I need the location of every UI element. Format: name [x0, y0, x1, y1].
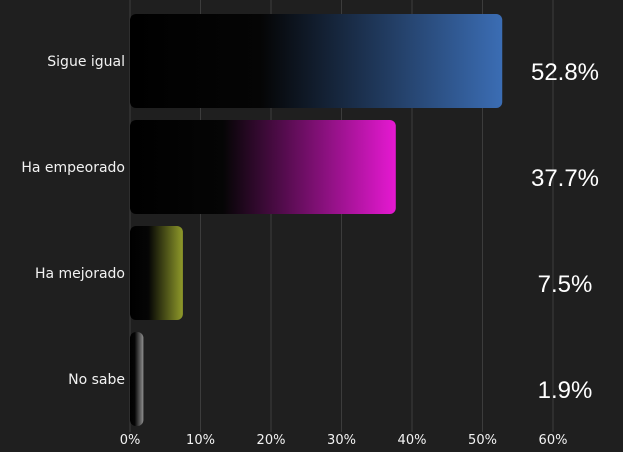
value-labels: 52.8% 37.7% 7.5% 1.9%	[531, 59, 599, 404]
x-tick-label: 40%	[398, 433, 427, 448]
category-labels: Sigue igual Ha empeorado Ha mejorado No sab…	[21, 54, 125, 388]
value-label: 52.8%	[531, 59, 599, 86]
value-label: 7.5%	[538, 271, 593, 298]
value-label: 1.9%	[538, 377, 593, 404]
bar-ha-empeorado	[130, 120, 396, 214]
category-label: Sigue igual	[47, 54, 125, 70]
x-axis-ticks: 0% 10% 20% 30% 40% 50% 60%	[120, 433, 568, 448]
bar-ha-mejorado	[130, 226, 183, 320]
x-tick-label: 0%	[120, 433, 141, 448]
bar-sigue-igual	[130, 14, 503, 108]
x-tick-label: 60%	[539, 433, 568, 448]
x-tick-label: 30%	[327, 433, 356, 448]
category-label: No sabe	[68, 372, 125, 388]
x-tick-label: 20%	[257, 433, 286, 448]
bars	[130, 14, 503, 426]
value-label: 37.7%	[531, 165, 599, 192]
bar-no-sabe	[130, 332, 144, 426]
category-label: Ha mejorado	[35, 266, 125, 282]
category-label: Ha empeorado	[21, 160, 125, 176]
x-tick-label: 50%	[468, 433, 497, 448]
x-tick-label: 10%	[186, 433, 215, 448]
